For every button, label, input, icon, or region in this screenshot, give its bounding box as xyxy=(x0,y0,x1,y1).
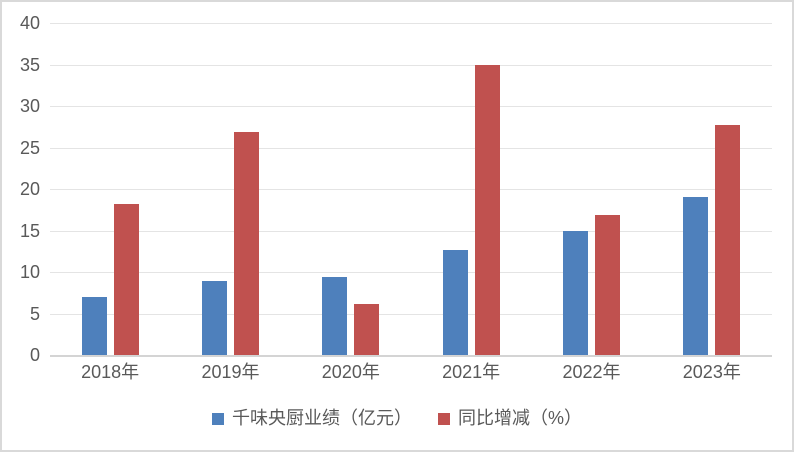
bar xyxy=(81,296,107,355)
y-tick-label: 10 xyxy=(19,262,40,282)
gridline xyxy=(50,230,772,232)
category-group xyxy=(291,23,411,355)
y-tick-label: 5 xyxy=(29,303,40,324)
legend-item: 千味央厨业绩（亿元） xyxy=(211,408,412,430)
bar xyxy=(113,203,139,355)
category-group xyxy=(170,23,290,355)
bar-groups xyxy=(50,23,772,355)
legend-swatch xyxy=(211,412,224,425)
plot-area xyxy=(50,23,772,357)
bar xyxy=(474,65,500,355)
x-axis-labels: 2018年 2019年 2020年 2021年 2022年 2023年 xyxy=(50,362,772,384)
y-tick-label: 25 xyxy=(19,137,40,158)
gridline xyxy=(50,64,772,66)
category-group xyxy=(411,23,531,355)
y-tick-label: 35 xyxy=(19,54,40,75)
gridline xyxy=(50,106,772,107)
bar xyxy=(442,249,468,355)
x-axis-label: 2018年 xyxy=(81,362,140,382)
y-axis-tick-labels: 0 5 10 15 20 25 30 35 40 xyxy=(2,14,40,364)
x-axis-label: 2020年 xyxy=(321,362,380,382)
bar xyxy=(201,281,227,355)
category-group xyxy=(531,23,651,355)
x-axis-label: 2022年 xyxy=(562,362,621,382)
y-tick-label: 15 xyxy=(19,220,40,241)
x-axis-line xyxy=(50,355,772,357)
gridline xyxy=(50,23,772,24)
bar xyxy=(562,231,588,355)
legend-label: 同比增减（%） xyxy=(457,408,582,428)
category-group xyxy=(652,23,772,355)
bar xyxy=(683,197,709,355)
legend-label: 千味央厨业绩（亿元） xyxy=(231,408,412,428)
gridline xyxy=(50,147,772,149)
gridline xyxy=(50,272,772,273)
category-group xyxy=(50,23,170,355)
gridline xyxy=(50,189,772,190)
bar xyxy=(594,214,620,355)
bar xyxy=(322,276,348,355)
y-tick-label: 40 xyxy=(19,13,40,33)
y-tick-label: 30 xyxy=(19,96,40,116)
bar xyxy=(354,303,380,355)
x-axis-label: 2021年 xyxy=(442,362,501,382)
x-axis-label: 2023年 xyxy=(682,362,741,382)
legend: 千味央厨业绩（亿元） 同比增减（%） xyxy=(2,408,792,430)
x-axis-label: 2019年 xyxy=(201,362,260,382)
bar xyxy=(715,125,741,355)
bar xyxy=(233,131,259,355)
legend-item: 同比增减（%） xyxy=(437,408,582,430)
y-tick-label: 20 xyxy=(19,179,40,199)
y-tick-label: 0 xyxy=(29,345,40,365)
gridline xyxy=(50,313,772,315)
legend-swatch xyxy=(437,412,450,425)
